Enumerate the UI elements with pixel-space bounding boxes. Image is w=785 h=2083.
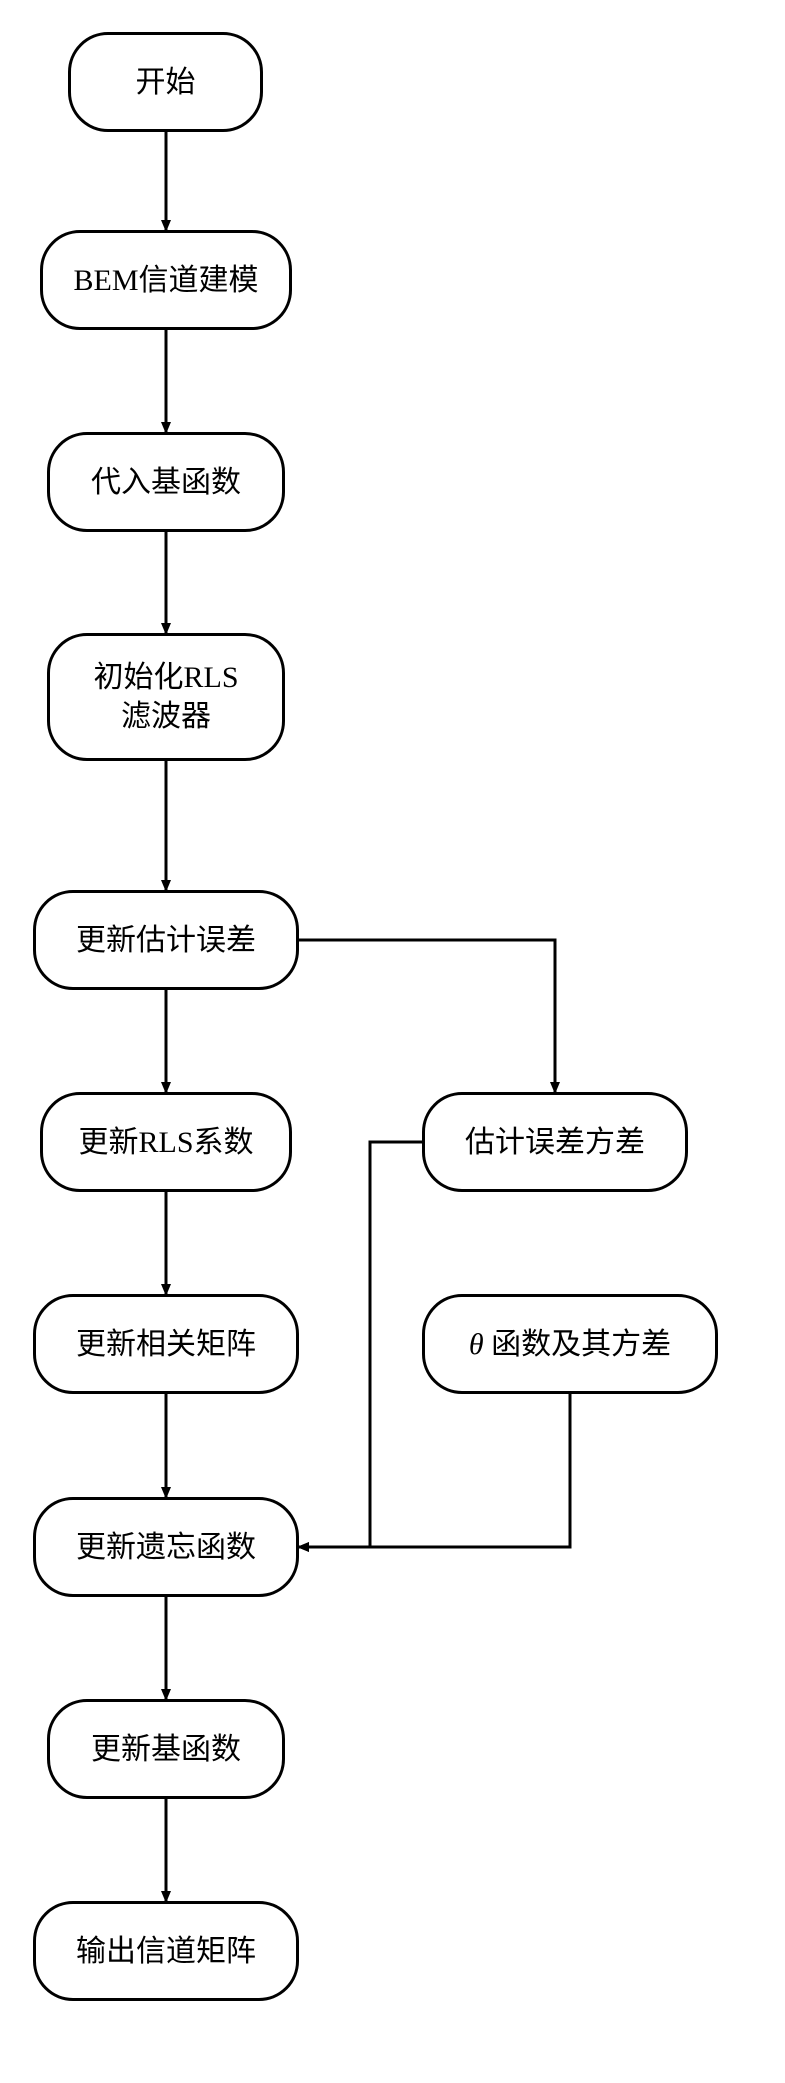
node-label: 更新相关矩阵 bbox=[76, 1325, 256, 1364]
node-label: 代入基函数 bbox=[91, 463, 241, 502]
node-label: BEM信道建模 bbox=[73, 261, 258, 300]
flowchart-node-n7: 更新遗忘函数 bbox=[33, 1497, 299, 1597]
flowchart-node-n6: 更新相关矩阵 bbox=[33, 1294, 299, 1394]
flowchart-node-n3: 初始化RLS 滤波器 bbox=[47, 633, 285, 761]
flowchart-node-n10: 估计误差方差 bbox=[422, 1092, 688, 1192]
node-label: 初始化RLS 滤波器 bbox=[93, 658, 238, 736]
flowchart-node-n9: 输出信道矩阵 bbox=[33, 1901, 299, 2001]
node-label: 更新估计误差 bbox=[76, 921, 256, 960]
flowchart-node-n11: θ 函数及其方差 bbox=[422, 1294, 718, 1394]
node-label: 更新遗忘函数 bbox=[76, 1528, 256, 1567]
node-label: θ 函数及其方差 bbox=[469, 1325, 671, 1364]
flowchart-edge-n11-n7 bbox=[299, 1394, 570, 1547]
flowchart-edge-n10-n7 bbox=[299, 1142, 422, 1547]
flowchart-node-n5: 更新RLS系数 bbox=[40, 1092, 292, 1192]
flowchart-node-n4: 更新估计误差 bbox=[33, 890, 299, 990]
node-label: 开始 bbox=[136, 63, 196, 102]
flowchart-node-n2: 代入基函数 bbox=[47, 432, 285, 532]
node-label: 更新基函数 bbox=[91, 1730, 241, 1769]
node-label: 估计误差方差 bbox=[465, 1123, 645, 1162]
flowchart-edge-n4-n10 bbox=[299, 940, 555, 1092]
flowchart-node-n0: 开始 bbox=[68, 32, 263, 132]
flowchart-node-n1: BEM信道建模 bbox=[40, 230, 292, 330]
flowchart-node-n8: 更新基函数 bbox=[47, 1699, 285, 1799]
node-label: 更新RLS系数 bbox=[78, 1123, 253, 1162]
node-label: 输出信道矩阵 bbox=[76, 1932, 256, 1971]
